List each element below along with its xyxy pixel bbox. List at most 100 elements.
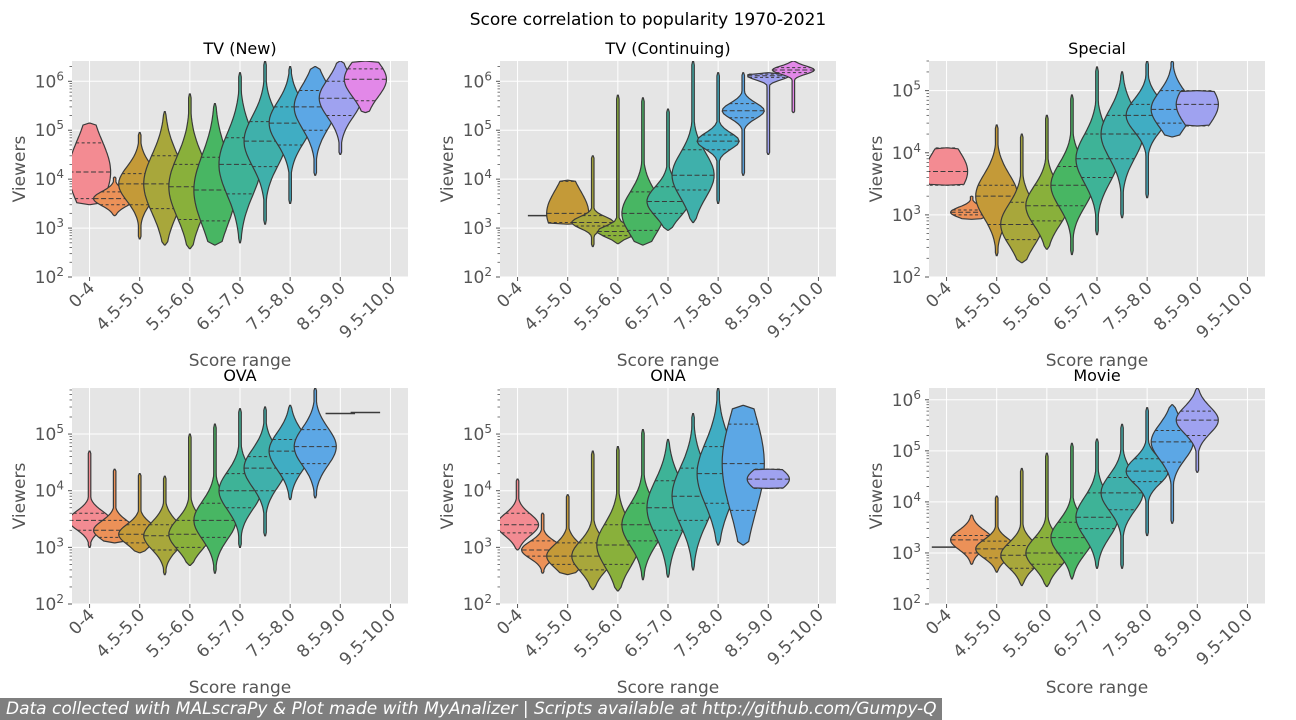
x-axis-label: Score range [189,351,291,371]
y-tick-label: 103 [463,216,492,239]
y-tick-label: 103 [892,203,921,226]
x-tick-label: 7.5-8.0 [671,605,728,662]
x-tick-label: 6.5-7.0 [193,605,250,662]
subplot-title: OVA [223,366,256,385]
x-tick-label: 5.5-6.0 [143,278,200,335]
y-tick-label: 105 [35,118,64,141]
violin-mark [243,61,287,225]
violin-mark [243,406,287,537]
y-tick-label: 106 [35,69,64,92]
x-tick-label: 4.5-5.0 [521,278,578,335]
x-tick-label: 7.5-8.0 [1100,605,1157,662]
subplot-title: ONA [650,366,686,385]
footer-credits: Data collected with MALscraPy & Plot mad… [0,698,943,720]
y-axis-label: Viewers [867,463,887,530]
violin-mark [1150,404,1194,524]
y-tick-label: 103 [35,216,64,239]
y-tick-label: 102 [463,592,492,615]
figure-title: Score correlation to popularity 1970-202… [469,10,827,30]
x-tick-label: 6.5-7.0 [193,278,250,335]
violin-mark [1175,388,1219,473]
y-tick-label: 104 [463,167,492,190]
subplot-4: 102 103 104 105 0-44.5-5.05.5-6.06.5-7.07.5-… [438,366,836,698]
chart-figure: 1021031041051060-44.5-5.05.5-6.06.5-7.07… [10,39,1265,698]
violin-mark [500,478,540,551]
x-axis-label: Score range [189,678,291,698]
subplot-title: TV (Continuing) [604,39,730,58]
x-axis-label: Score range [1046,678,1148,698]
violin-mark [343,61,387,114]
x-tick-label: 4.5-5.0 [521,605,578,662]
violin-mark [571,155,615,248]
y-tick-label: 102 [35,265,64,288]
x-tick-label: 5.5-6.0 [571,278,628,335]
x-tick-label: 4.5-5.0 [950,605,1007,662]
violin-mark [747,72,790,155]
violin-mark [771,61,816,114]
violin-mark [1175,90,1219,127]
violin-group [931,388,1219,588]
y-axis-label: Viewers [438,136,458,203]
y-tick-label: 105 [463,118,492,141]
subplot-1: 102 103 104 105 106 0-44.5-5.05.5-6.06.5-7.07… [438,39,836,371]
violin-mark [92,468,137,544]
y-tick-label: 102 [463,265,492,288]
x-tick-label: 5.5-6.0 [143,605,200,662]
subplot-3: 102 103 104 105 0-44.5-5.05.5-6.06.5-7.07.5-… [10,366,408,698]
y-axis-label: Viewers [438,463,458,530]
violin-group [72,61,387,250]
y-tick-label: 103 [892,541,921,564]
x-tick-label: 7.5-8.0 [243,278,300,335]
x-tick-label: 6.5-7.0 [621,605,678,662]
violin-mark [1100,423,1144,569]
subplot-title: Special [1068,39,1126,58]
x-tick-label: 4.5-5.0 [93,278,150,335]
y-tick-label: 104 [35,167,64,190]
x-tick-label: 0-4 [922,605,956,639]
x-tick-label: 6.5-7.0 [1050,605,1107,662]
x-tick-label: 7.5-8.0 [243,605,300,662]
subplot-title: TV (New) [202,39,276,58]
y-tick-label: 106 [463,69,492,92]
x-tick-label: 6.5-7.0 [1050,278,1107,335]
subplot-0: 102 103 104 105 106 0-44.5-5.05.5-6.06.5-7.07… [10,39,408,371]
violin-mark [1075,438,1119,569]
violin-mark [671,61,715,224]
y-tick-label: 102 [35,592,64,615]
violin-mark [218,408,262,548]
violin-mark [293,388,337,499]
violin-mark [72,122,112,206]
violin-group [929,61,1219,264]
violin-mark [1050,94,1094,256]
x-tick-label: 6.5-7.0 [621,278,678,335]
x-axis-label: Score range [617,678,719,698]
subplot-2: 102 103 104 105 0-44.5-5.05.5-6.06.5-7.07.5-… [867,39,1265,371]
x-tick-label: 0-4 [65,278,99,312]
violin-mark [596,94,640,245]
y-tick-label: 102 [892,592,921,615]
y-tick-label: 106 [892,388,921,411]
y-tick-label: 105 [463,422,492,445]
y-tick-label: 105 [892,79,921,102]
x-tick-label: 0-4 [922,278,956,312]
y-axis-label: Viewers [867,136,887,203]
violin-mark [929,147,969,186]
subplot-title: Movie [1073,366,1120,385]
violin-mark [746,468,791,489]
y-tick-label: 105 [892,439,921,462]
y-axis-label: Viewers [10,136,30,203]
y-tick-label: 103 [463,535,492,558]
y-tick-label: 104 [35,479,64,502]
violin-mark [1125,61,1169,199]
violin-mark [721,72,765,176]
x-tick-label: 7.5-8.0 [1100,278,1157,335]
y-tick-label: 102 [892,265,921,288]
y-tick-label: 104 [892,490,921,513]
x-tick-label: 0-4 [493,605,527,639]
violin-mark [696,72,740,204]
violin-group [72,388,381,576]
subplot-5: 102 103 104 105 106 0-44.5-5.05.5-6.06.5-7.07… [867,366,1265,698]
x-tick-label: 4.5-5.0 [93,605,150,662]
x-tick-label: 0-4 [493,278,527,312]
x-tick-label: 5.5-6.0 [1000,605,1057,662]
